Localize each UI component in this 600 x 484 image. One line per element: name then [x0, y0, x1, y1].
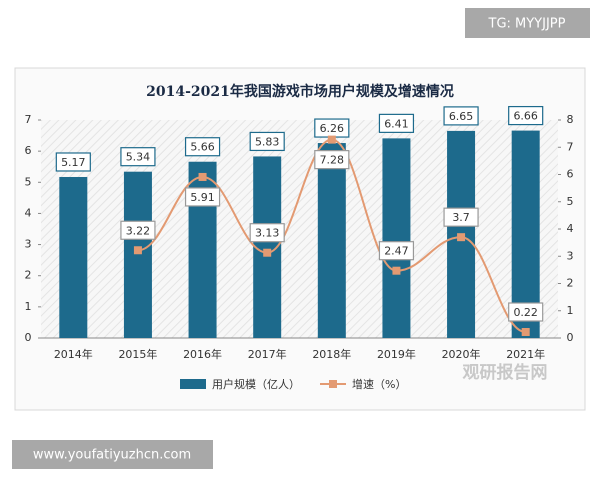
- x-tick-label: 2019年: [377, 347, 416, 361]
- y-tick-label: 2: [25, 269, 32, 282]
- bar-value-label-box: [55, 152, 91, 172]
- watermark-brand: 观研报告网: [462, 362, 548, 383]
- x-tick-label: 2015年: [118, 347, 157, 361]
- url-text: www.youfatiyuzhcn.com: [33, 448, 191, 463]
- bar: [317, 143, 346, 338]
- y-tick-label: 5: [25, 175, 32, 188]
- x-tick-label: 2021年: [506, 347, 545, 361]
- plot-area: [41, 120, 558, 338]
- legend-label: 增速（%）: [352, 377, 406, 391]
- url-badge: [12, 440, 213, 469]
- bar-value-label: 6.41: [384, 117, 409, 130]
- bar-value-label: 5.66: [190, 141, 215, 154]
- line-value-label-box: [314, 150, 350, 170]
- y-tick-label: 1: [25, 300, 32, 313]
- y-tick-label: 0: [25, 331, 32, 344]
- y2-tick-label: 5: [567, 195, 574, 208]
- line-value-label: 3.22: [126, 224, 151, 237]
- y2-tick-label: 0: [567, 331, 574, 344]
- x-tick-label: 2016年: [183, 347, 222, 361]
- y2-tick-label: 8: [567, 113, 574, 126]
- y2-tick-label: 3: [567, 249, 574, 262]
- line-marker: [263, 248, 272, 257]
- line-value-label-box: [184, 187, 221, 207]
- line-value-label-box: [249, 223, 285, 243]
- line-marker: [327, 135, 336, 144]
- bar-value-label-box: [120, 147, 156, 167]
- y-tick-label: 3: [25, 238, 32, 251]
- line-marker: [133, 246, 142, 255]
- line-marker: [198, 172, 207, 181]
- tg-text: TG: MYYJJPP: [488, 17, 566, 32]
- bar-value-label: 6.66: [513, 110, 538, 123]
- bar-value-label-box: [378, 113, 415, 133]
- line-value-label: 7.28: [320, 154, 345, 167]
- bar-value-label: 6.65: [449, 110, 474, 123]
- legend-label: 用户规模（亿人）: [212, 377, 300, 391]
- line-value-label-box: [508, 302, 544, 322]
- line-value-label: 3.7: [452, 211, 470, 224]
- y2-tick-label: 1: [567, 304, 574, 317]
- line-marker: [521, 328, 530, 337]
- bar-value-label: 5.34: [126, 151, 151, 164]
- line-value-label: 2.47: [384, 245, 409, 258]
- line-value-label-box: [443, 207, 479, 227]
- x-tick-label: 2018年: [312, 347, 351, 361]
- y2-tick-label: 7: [567, 140, 574, 153]
- legend-swatch: [180, 379, 206, 389]
- bar-value-label-box: [184, 137, 221, 157]
- bar-value-label: 6.26: [320, 122, 345, 135]
- line-value-label-box: [120, 220, 156, 240]
- x-tick-label: 2020年: [442, 347, 481, 361]
- bar-value-label-box: [508, 105, 544, 126]
- bar: [59, 176, 88, 338]
- line-value-label: 3.13: [255, 227, 280, 240]
- bar-value-label: 5.17: [61, 156, 86, 169]
- chart-title: 2014-2021年我国游戏市场用户规模及增速情况: [146, 83, 454, 100]
- line-value-label: 5.91: [190, 191, 215, 204]
- y2-tick-label: 6: [567, 168, 574, 181]
- y-tick-label: 4: [25, 206, 32, 219]
- y-tick-label: 6: [25, 144, 32, 157]
- legend-swatch-marker: [329, 380, 337, 388]
- bar-value-label-box: [443, 106, 479, 126]
- bar-value-label: 5.83: [255, 135, 280, 148]
- x-tick-label: 2014年: [54, 347, 93, 361]
- y-tick-label: 7: [25, 113, 32, 126]
- tg-badge: [465, 8, 590, 38]
- line-value-label-box: [378, 241, 415, 261]
- y2-tick-label: 4: [567, 222, 574, 235]
- line-marker: [457, 233, 466, 242]
- line-value-label: 0.22: [513, 306, 538, 319]
- bar-value-label-box: [249, 131, 285, 152]
- line-marker: [392, 266, 401, 275]
- y2-tick-label: 2: [567, 277, 574, 290]
- x-tick-label: 2017年: [248, 347, 287, 361]
- bar: [382, 138, 411, 338]
- bar: [123, 171, 152, 338]
